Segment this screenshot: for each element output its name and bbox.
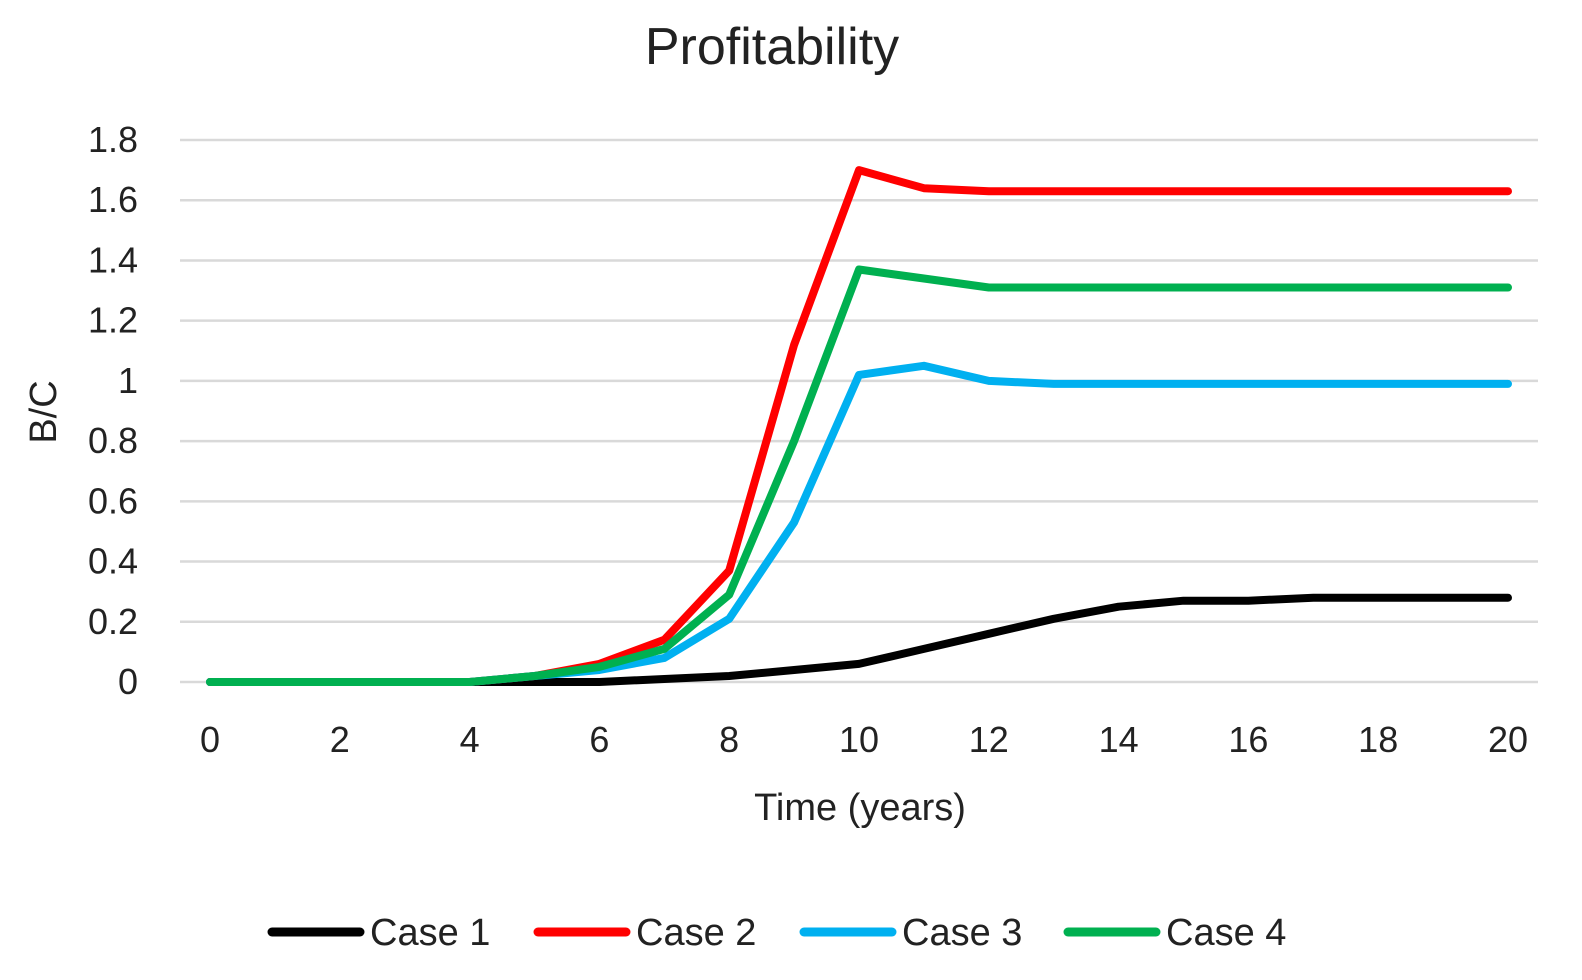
x-tick-label: 10 (839, 719, 879, 760)
series-lines (206, 166, 1512, 686)
x-axis-ticks: 0 2 4 6 8 10 12 14 16 18 20 (200, 719, 1528, 760)
y-axis-ticks: 0 0.2 0.4 0.6 0.8 1 1.2 1.4 1.6 1.8 (88, 119, 138, 702)
x-axis-label: Time (years) (754, 787, 966, 829)
y-axis-label: B/C (23, 380, 65, 443)
x-tick-label: 12 (969, 719, 1009, 760)
x-tick-label: 0 (200, 719, 220, 760)
x-tick-label: 4 (460, 719, 480, 760)
y-tick-label: 1.6 (88, 179, 138, 220)
series-line-case-2 (206, 166, 1512, 686)
y-tick-label: 1.8 (88, 119, 138, 160)
series-line-case-4 (206, 265, 1512, 686)
x-tick-label: 6 (589, 719, 609, 760)
x-tick-label: 20 (1488, 719, 1528, 760)
legend-label-case-2: Case 2 (636, 912, 756, 954)
y-tick-label: 1.2 (88, 300, 138, 341)
y-tick-label: 0.2 (88, 601, 138, 642)
chart-title: Profitability (645, 18, 899, 76)
y-tick-label: 0.8 (88, 420, 138, 461)
legend: Case 1 Case 2 Case 3 Case 4 (267, 912, 1286, 954)
x-tick-label: 14 (1099, 719, 1139, 760)
y-tick-label: 1 (118, 360, 138, 401)
x-tick-label: 18 (1358, 719, 1398, 760)
series-line-case-3 (206, 361, 1512, 686)
legend-label-case-3: Case 3 (902, 912, 1022, 954)
y-tick-label: 0.4 (88, 541, 138, 582)
x-tick-label: 2 (330, 719, 350, 760)
legend-label-case-1: Case 1 (370, 912, 490, 954)
y-tick-label: 0 (118, 661, 138, 702)
y-tick-label: 1.4 (88, 239, 138, 280)
x-tick-label: 16 (1228, 719, 1268, 760)
y-tick-label: 0.6 (88, 480, 138, 521)
legend-label-case-4: Case 4 (1166, 912, 1286, 954)
x-tick-label: 8 (719, 719, 739, 760)
series-line-case-1 (206, 593, 1512, 686)
